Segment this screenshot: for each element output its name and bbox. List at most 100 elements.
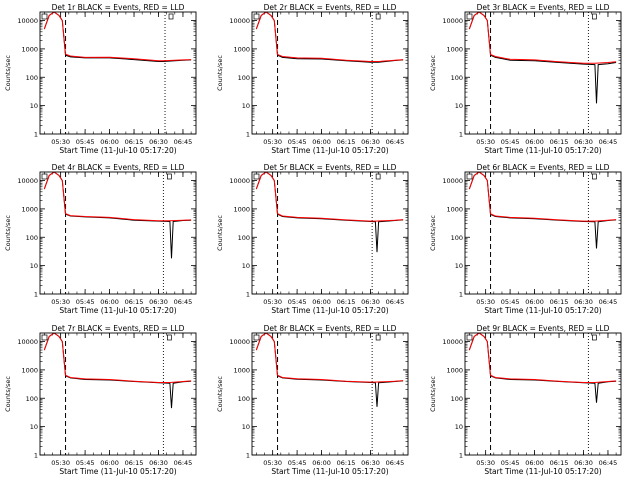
y-tick-label: 1 <box>246 452 250 460</box>
x-tick-label: 05:30 <box>263 298 282 306</box>
x-tick-label: 05:45 <box>76 138 95 146</box>
y-tick-label: 10 <box>242 423 250 431</box>
series-line-red-lld <box>255 12 404 62</box>
y-tick-label: 1 <box>459 291 463 299</box>
y-tick-label: 1000 <box>21 45 38 53</box>
y-axis-label: Counts/sec <box>429 215 437 251</box>
x-tick-label: 06:00 <box>525 298 544 306</box>
y-tick-label: 10 <box>30 262 38 270</box>
x-tick-label: 05:30 <box>263 459 282 467</box>
chart-title: Det 5r BLACK = Events, RED = LLD <box>264 163 397 172</box>
y-tick-label: 1000 <box>21 366 38 374</box>
x-axis-label: Start Time (11-Jul-10 05:17:20) <box>271 467 388 476</box>
corner-marker-left <box>41 13 48 20</box>
series-line-red-lld <box>255 333 404 383</box>
y-tick-label: 1 <box>34 131 38 139</box>
corner-marker-right <box>168 13 174 20</box>
x-tick-label: 06:45 <box>386 459 405 467</box>
x-tick-label: 06:45 <box>386 138 405 146</box>
y-tick-label: 1000 <box>446 205 463 213</box>
x-axis-label: Start Time (11-Jul-10 05:17:20) <box>484 146 601 155</box>
y-tick-label: 10 <box>455 262 463 270</box>
series-line-red-lld <box>43 172 192 222</box>
x-tick-label: 06:15 <box>337 459 356 467</box>
y-axis-label: Counts/sec <box>4 55 12 91</box>
x-tick-label: 05:45 <box>288 138 307 146</box>
y-tick-label: 10 <box>242 102 250 110</box>
plot-frame <box>39 11 197 135</box>
x-tick-label: 06:15 <box>550 459 569 467</box>
y-axis-label: Counts/sec <box>429 55 437 91</box>
chart-panel: Det 3r BLACK = Events, RED = LLD Counts/s… <box>429 3 622 155</box>
corner-marker-left <box>41 173 48 180</box>
y-axis-label: Counts/sec <box>4 215 12 251</box>
x-tick-label: 06:15 <box>550 298 569 306</box>
y-tick-label: 1000 <box>446 45 463 53</box>
x-tick-label: 05:30 <box>476 459 495 467</box>
x-tick-label: 05:45 <box>288 298 307 306</box>
x-tick-label: 06:30 <box>149 138 168 146</box>
y-tick-label: 10000 <box>17 177 38 185</box>
y-tick-label: 10 <box>455 423 463 431</box>
y-tick-label: 10 <box>30 102 38 110</box>
y-tick-label: 100 <box>238 74 250 82</box>
x-tick-label: 06:15 <box>125 138 144 146</box>
x-tick-label: 06:00 <box>100 298 119 306</box>
y-tick-label: 100 <box>26 234 38 242</box>
corner-marker-right <box>167 334 172 341</box>
x-tick-label: 06:45 <box>174 138 193 146</box>
x-axis-label: Start Time (11-Jul-10 05:17:20) <box>484 306 601 315</box>
corner-marker-left <box>466 13 473 20</box>
chart-title: Det 7r BLACK = Events, RED = LLD <box>52 324 185 333</box>
y-tick-label: 1 <box>246 291 250 299</box>
series-line-red-lld <box>43 12 192 62</box>
plot-frame <box>251 11 409 135</box>
x-tick-label: 06:00 <box>525 459 544 467</box>
x-tick-label: 06:00 <box>525 138 544 146</box>
chart-panel: Det 1r BLACK = Events, RED = LLD Counts/s… <box>4 3 197 155</box>
y-tick-label: 100 <box>238 395 250 403</box>
x-axis-label: Start Time (11-Jul-10 05:17:20) <box>271 306 388 315</box>
x-tick-label: 06:45 <box>386 298 405 306</box>
chart-title: Det 4r BLACK = Events, RED = LLD <box>52 163 185 172</box>
corner-marker-right <box>375 13 381 20</box>
y-tick-label: 1000 <box>233 366 250 374</box>
chart-panel: Det 2r BLACK = Events, RED = LLD Counts/s… <box>216 3 409 155</box>
y-tick-label: 1 <box>34 291 38 299</box>
chart-title: Det 3r BLACK = Events, RED = LLD <box>477 3 610 12</box>
x-tick-label: 05:30 <box>51 459 70 467</box>
x-tick-label: 06:30 <box>574 138 593 146</box>
x-tick-label: 06:15 <box>125 298 144 306</box>
series-line-black-events <box>255 172 404 253</box>
x-tick-label: 06:00 <box>312 138 331 146</box>
y-tick-label: 1000 <box>21 205 38 213</box>
y-tick-label: 10 <box>242 262 250 270</box>
x-tick-label: 05:30 <box>476 298 495 306</box>
x-tick-label: 05:30 <box>263 138 282 146</box>
x-tick-label: 06:30 <box>361 298 380 306</box>
series-line-black-events <box>468 333 617 403</box>
x-axis-label: Start Time (11-Jul-10 05:17:20) <box>59 467 176 476</box>
series-line-red-lld <box>468 12 617 64</box>
series-line-red-lld <box>255 172 404 222</box>
corner-marker-right <box>167 173 172 180</box>
series-line-red-lld <box>43 333 192 383</box>
x-axis-label: Start Time (11-Jul-10 05:17:20) <box>271 146 388 155</box>
y-axis-label: Counts/sec <box>216 55 224 91</box>
chart-title: Det 1r BLACK = Events, RED = LLD <box>52 3 185 12</box>
y-tick-label: 1 <box>34 452 38 460</box>
x-tick-label: 06:30 <box>574 459 593 467</box>
y-axis-label: Counts/sec <box>216 215 224 251</box>
chart-title: Det 8r BLACK = Events, RED = LLD <box>264 324 397 333</box>
x-tick-label: 06:30 <box>361 459 380 467</box>
chart-panel: Det 6r BLACK = Events, RED = LLD Counts/s… <box>429 163 622 315</box>
series-line-red-lld <box>468 172 617 222</box>
x-tick-label: 05:45 <box>501 138 520 146</box>
x-tick-label: 06:15 <box>337 138 356 146</box>
series-line-black-events <box>43 172 192 259</box>
x-tick-label: 06:30 <box>149 298 168 306</box>
corner-marker-right <box>592 13 597 20</box>
plot-frame <box>251 332 409 456</box>
x-tick-label: 06:15 <box>125 459 144 467</box>
